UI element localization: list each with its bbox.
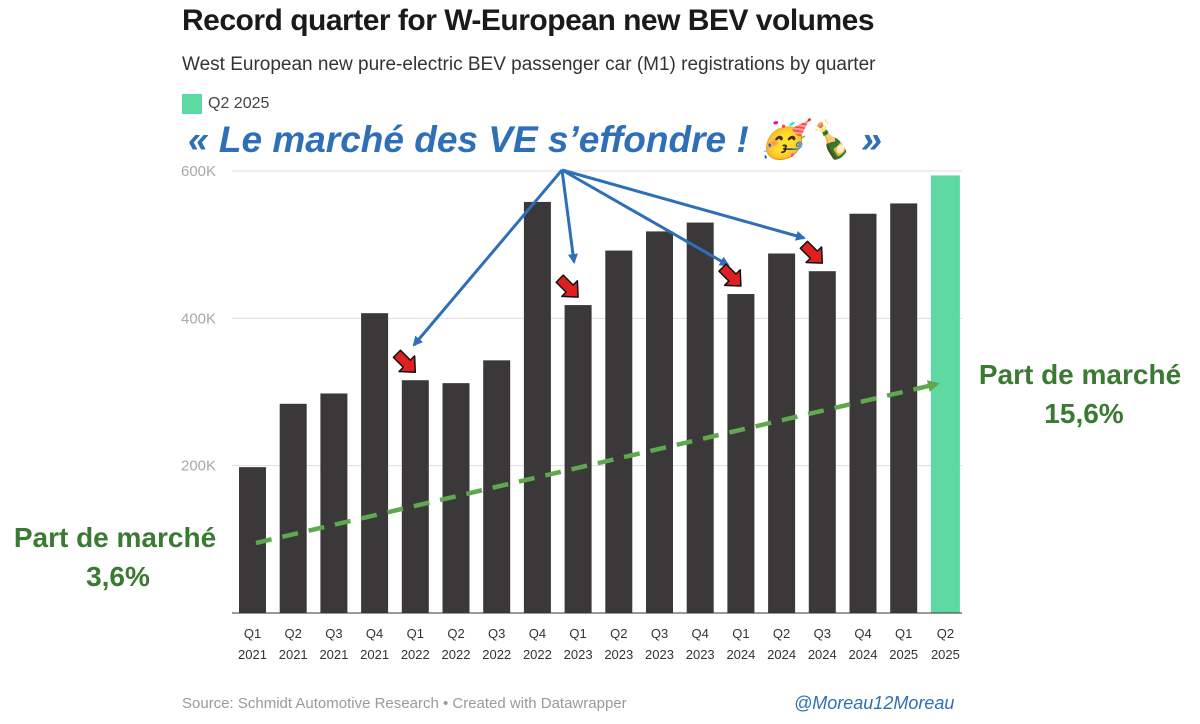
bar bbox=[808, 271, 836, 613]
x-axis: Q1 2021 Q2 2021 Q3 2021 Q4 2021 Q1 2022 Q2 2022 Q3 20… bbox=[232, 612, 962, 662]
x-tick-label: 2022 bbox=[401, 647, 430, 662]
y-tick-label: 600K bbox=[181, 163, 216, 180]
x-tick-label: Q3 bbox=[651, 626, 668, 641]
bar bbox=[849, 213, 877, 613]
x-tick-label: 2022 bbox=[442, 647, 471, 662]
drop-markers bbox=[392, 240, 824, 373]
start-share-title: Part de marché bbox=[14, 522, 216, 553]
x-tick-label: 2023 bbox=[645, 647, 674, 662]
x-tick-label: Q1 bbox=[895, 626, 912, 641]
x-tick-label: 2024 bbox=[849, 647, 878, 662]
x-tick-label: 2021 bbox=[319, 647, 348, 662]
bar bbox=[523, 201, 551, 613]
bar bbox=[401, 380, 429, 613]
headline-annotation: « Le marché des VE s’effondre ! 🥳🍾 » bbox=[188, 117, 882, 161]
source-note: Source: Schmidt Automotive Research • Cr… bbox=[182, 695, 627, 712]
drop-arrow-icon bbox=[555, 274, 579, 298]
annotation-labels: « Le marché des VE s’effondre ! 🥳🍾 » Par… bbox=[14, 117, 1181, 592]
legend-swatch bbox=[182, 94, 202, 114]
x-tick-label: 2024 bbox=[808, 647, 837, 662]
x-tick-label: Q3 bbox=[814, 626, 831, 641]
bar bbox=[768, 253, 796, 614]
x-tick-label: Q4 bbox=[366, 626, 383, 641]
legend: Q2 2025 bbox=[182, 94, 269, 114]
bar bbox=[930, 175, 960, 614]
annotation-arrow bbox=[560, 169, 578, 264]
x-tick-label: 2022 bbox=[482, 647, 511, 662]
x-tick-label: Q3 bbox=[325, 626, 342, 641]
x-tick-label: 2021 bbox=[238, 647, 267, 662]
bar bbox=[890, 203, 918, 613]
drop-arrow-icon bbox=[392, 349, 417, 373]
bar bbox=[320, 393, 348, 613]
x-tick-label: 2023 bbox=[564, 647, 593, 662]
x-tick-label: Q4 bbox=[529, 626, 546, 641]
x-tick-label: 2022 bbox=[523, 647, 552, 662]
annotation-arrow bbox=[561, 168, 730, 267]
bar bbox=[727, 294, 755, 613]
x-tick-label: Q1 bbox=[407, 626, 424, 641]
x-tick-label: 2021 bbox=[360, 647, 389, 662]
x-tick-label: Q2 bbox=[447, 626, 464, 641]
x-tick-label: 2025 bbox=[931, 647, 960, 662]
x-tick-label: Q3 bbox=[488, 626, 505, 641]
gridlines: 200K 400K 600K bbox=[181, 163, 962, 475]
bar bbox=[605, 250, 633, 613]
drop-arrow-icon bbox=[718, 263, 742, 287]
x-tick-label: 2025 bbox=[889, 647, 918, 662]
x-tick-label: Q1 bbox=[244, 626, 261, 641]
x-tick-label: Q1 bbox=[569, 626, 586, 641]
x-tick-label: Q2 bbox=[937, 626, 954, 641]
x-tick-label: Q2 bbox=[610, 626, 627, 641]
x-tick-label: 2024 bbox=[767, 647, 796, 662]
annotation-arrow bbox=[561, 168, 806, 241]
end-share-title: Part de marché bbox=[979, 359, 1181, 390]
x-tick-label: 2023 bbox=[604, 647, 633, 662]
x-tick-label: 2023 bbox=[686, 647, 715, 662]
x-tick-label: Q4 bbox=[854, 626, 871, 641]
x-tick-label: Q2 bbox=[773, 626, 790, 641]
annotation-arrows bbox=[412, 168, 806, 347]
bar bbox=[564, 305, 592, 613]
x-tick-label: Q1 bbox=[732, 626, 749, 641]
bar bbox=[361, 313, 389, 613]
bar bbox=[686, 222, 714, 614]
drop-arrow-icon bbox=[799, 240, 824, 264]
author-handle: @Moreau12Moreau bbox=[794, 693, 955, 713]
chart-title: Record quarter for W-European new BEV vo… bbox=[182, 4, 875, 37]
trend-line bbox=[255, 380, 940, 546]
bars bbox=[239, 175, 960, 614]
market-share-trend bbox=[255, 380, 940, 546]
legend-label: Q2 2025 bbox=[208, 95, 270, 112]
bar bbox=[279, 403, 307, 613]
y-tick-label: 400K bbox=[181, 310, 216, 327]
x-tick-label: Q2 bbox=[285, 626, 302, 641]
x-tick-label: 2021 bbox=[279, 647, 308, 662]
annotation-arrow bbox=[412, 169, 564, 347]
end-share-value: 15,6% bbox=[1044, 398, 1123, 429]
x-tick-label: 2024 bbox=[726, 647, 755, 662]
bar bbox=[646, 231, 673, 613]
start-share-value: 3,6% bbox=[86, 561, 150, 592]
chart-subtitle: West European new pure-electric BEV pass… bbox=[182, 54, 876, 75]
y-tick-label: 200K bbox=[181, 458, 216, 475]
x-tick-label: Q4 bbox=[692, 626, 709, 641]
